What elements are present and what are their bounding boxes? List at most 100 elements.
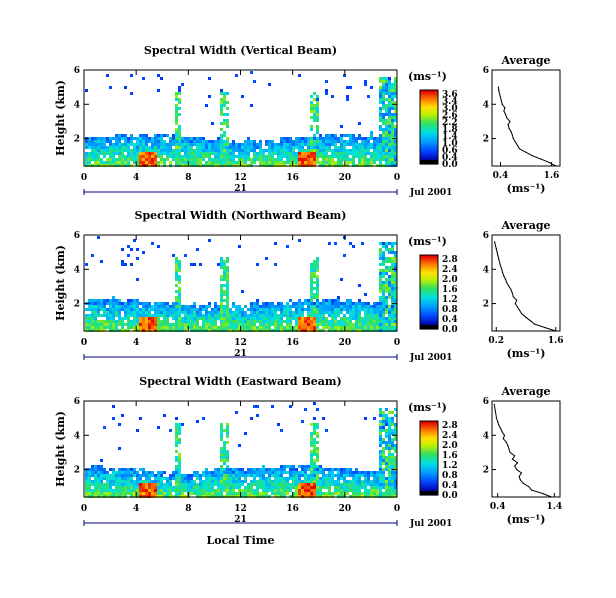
average-title: Average bbox=[500, 219, 550, 232]
colorbar-tick-label: 1.2 bbox=[442, 295, 458, 305]
panel-title: Spectral Width (Northward Beam) bbox=[135, 209, 347, 222]
panel-title: Spectral Width (Vertical Beam) bbox=[144, 44, 337, 57]
heatmap-field bbox=[85, 236, 397, 332]
colorbar-tick-label: 2.8 bbox=[442, 421, 458, 431]
x-tick-label: 12 bbox=[234, 173, 247, 183]
average-axes bbox=[491, 69, 561, 167]
y-axis-label: Height (km) bbox=[54, 245, 67, 321]
y-tick-label: 6 bbox=[74, 66, 80, 76]
x-tick-label: 12 bbox=[234, 338, 247, 348]
x-tick-label: 0 bbox=[81, 173, 87, 183]
colorbar-tick-label: 2.0 bbox=[442, 441, 458, 451]
y-tick-label: 2 bbox=[74, 135, 80, 145]
colorbar-tick-label: 0.0 bbox=[442, 491, 458, 501]
average-x-label: (ms⁻¹) bbox=[507, 513, 546, 526]
y-tick-label: 4 bbox=[74, 431, 80, 441]
x-tick-label: 0 bbox=[81, 504, 87, 514]
average-y-tick-label: 4 bbox=[483, 265, 489, 275]
x-tick-label: 12 bbox=[234, 504, 247, 514]
average-x-label: (ms⁻¹) bbox=[507, 347, 546, 360]
timeline-day: 21 bbox=[234, 515, 247, 525]
x-tick-label: 16 bbox=[286, 504, 299, 514]
timeline-day: 21 bbox=[234, 349, 247, 359]
panel-2: Spectral Width (Northward Beam)0 4 8 12 16 20… bbox=[54, 209, 564, 363]
colorbar-tick-label: 1.8 bbox=[442, 125, 458, 135]
colorbar-tick-label: 2.6 bbox=[442, 111, 458, 121]
colorbar-tick-label: 0.8 bbox=[442, 471, 458, 481]
colorbar-tick-label: 2.2 bbox=[442, 118, 458, 128]
colorbar-unit: (ms⁻¹) bbox=[408, 70, 447, 83]
average-profile: Average 6 4 2 0.2 1.6(ms⁻¹) bbox=[483, 219, 564, 360]
average-x-tick-label: 0.4 bbox=[493, 171, 509, 181]
x-tick-label: 0 bbox=[394, 504, 400, 514]
y-tick-label: 2 bbox=[74, 466, 80, 476]
x-tick-label: 0 bbox=[394, 338, 400, 348]
average-line bbox=[493, 404, 552, 498]
average-title: Average bbox=[500, 385, 550, 398]
x-tick-label: 4 bbox=[133, 173, 139, 183]
x-tick-label: 0 bbox=[81, 338, 87, 348]
colorbar-tick-label: 1.4 bbox=[442, 132, 458, 142]
colorbar bbox=[419, 254, 439, 330]
heatmap-field bbox=[85, 402, 397, 498]
y-tick-label: 6 bbox=[74, 397, 80, 407]
colorbar-tick-label: 3.4 bbox=[442, 97, 458, 107]
colorbar-tick-label: 0.0 bbox=[442, 160, 458, 170]
colorbar-tick-label: 0.0 bbox=[442, 325, 458, 335]
colorbar-unit: (ms⁻¹) bbox=[408, 401, 447, 414]
timeline-date: Jul 2001 bbox=[409, 188, 452, 198]
x-tick-label: 16 bbox=[286, 338, 299, 348]
x-tick-label: 4 bbox=[133, 338, 139, 348]
panel-3: Spectral Width (Eastward Beam)0 4 8 12 16 20 0… bbox=[54, 375, 562, 547]
heatmap-field bbox=[85, 71, 397, 167]
y-axis-label: Height (km) bbox=[54, 411, 67, 487]
average-x-tick-label: 0.2 bbox=[488, 336, 504, 346]
colorbar bbox=[419, 420, 439, 496]
colorbar-tick-label: 2.4 bbox=[442, 265, 458, 275]
y-axis-label: Height (km) bbox=[54, 80, 67, 156]
average-line bbox=[494, 241, 556, 332]
x-tick-label: 20 bbox=[339, 173, 352, 183]
colorbar-tick-label: 1.0 bbox=[442, 139, 458, 149]
timeline-date: Jul 2001 bbox=[409, 519, 452, 529]
average-line bbox=[497, 87, 557, 167]
timeline-date: Jul 2001 bbox=[409, 353, 452, 363]
average-title: Average bbox=[500, 54, 550, 67]
average-x-tick-label: 1.4 bbox=[546, 502, 562, 512]
average-y-tick-label: 2 bbox=[483, 466, 489, 476]
average-y-tick-label: 6 bbox=[483, 66, 489, 76]
x-tick-label: 20 bbox=[339, 504, 352, 514]
panel-title: Spectral Width (Eastward Beam) bbox=[139, 375, 341, 388]
average-x-tick-label: 1.6 bbox=[548, 336, 564, 346]
colorbar-tick-label: 3.6 bbox=[442, 90, 458, 100]
colorbar-tick-label: 0.8 bbox=[442, 305, 458, 315]
average-y-tick-label: 6 bbox=[483, 231, 489, 241]
colorbar-tick-label: 0.4 bbox=[442, 481, 458, 491]
average-y-tick-label: 4 bbox=[483, 100, 489, 110]
colorbar-unit: (ms⁻¹) bbox=[408, 235, 447, 248]
y-tick-label: 6 bbox=[74, 231, 80, 241]
x-tick-label: 8 bbox=[185, 173, 191, 183]
y-tick-label: 4 bbox=[74, 100, 80, 110]
colorbar-tick-label: 2.0 bbox=[442, 275, 458, 285]
average-axes bbox=[491, 400, 561, 498]
average-y-tick-label: 6 bbox=[483, 397, 489, 407]
x-tick-label: 16 bbox=[286, 173, 299, 183]
average-x-label: (ms⁻¹) bbox=[507, 182, 546, 195]
x-axis-label: Local Time bbox=[207, 534, 275, 547]
colorbar-tick-label: 1.2 bbox=[442, 461, 458, 471]
colorbar-tick-label: 0.4 bbox=[442, 153, 458, 163]
colorbar-tick-label: 2.8 bbox=[442, 255, 458, 265]
x-tick-label: 0 bbox=[394, 173, 400, 183]
average-x-tick-label: 1.6 bbox=[544, 171, 560, 181]
colorbar-tick-label: 0.6 bbox=[442, 146, 458, 156]
timeline-day: 21 bbox=[234, 184, 247, 194]
colorbar bbox=[419, 89, 439, 165]
colorbar-tick-label: 2.4 bbox=[442, 431, 458, 441]
average-y-tick-label: 2 bbox=[483, 135, 489, 145]
average-y-tick-label: 2 bbox=[483, 300, 489, 310]
average-profile: Average 6 4 2 0.4 1.4(ms⁻¹) bbox=[483, 385, 562, 526]
panel-1: Spectral Width (Vertical Beam)0 4 8 12 16 20 0… bbox=[54, 44, 561, 198]
colorbar-tick-label: 3.0 bbox=[442, 104, 458, 114]
